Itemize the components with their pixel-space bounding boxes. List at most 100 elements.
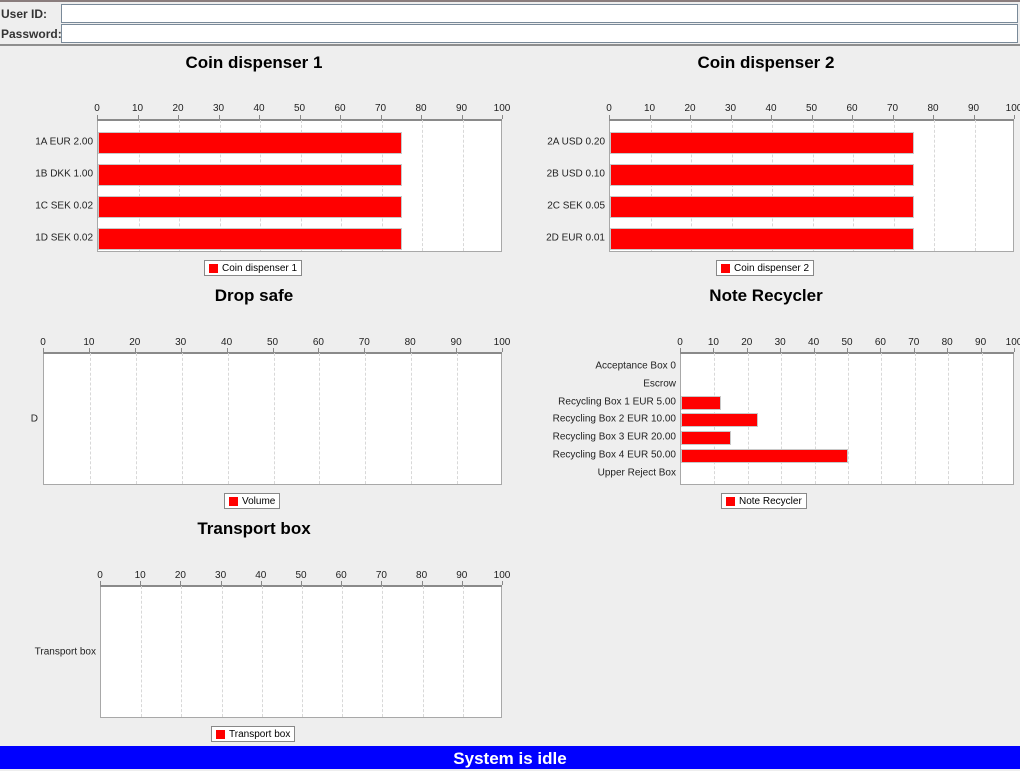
x-tick-mark xyxy=(933,115,934,119)
x-tick-label: 50 xyxy=(295,570,307,581)
plot-area xyxy=(97,119,502,252)
gridline xyxy=(881,353,883,484)
category-label: Upper Reject Box xyxy=(597,467,676,479)
chart-title: Coin dispenser 1 xyxy=(185,53,323,72)
bar xyxy=(98,164,402,186)
password-input[interactable] xyxy=(61,24,1018,43)
x-tick-mark xyxy=(364,348,366,352)
x-tick-label: 0 xyxy=(97,570,103,581)
chart-title: Drop safe xyxy=(214,286,294,305)
gridline xyxy=(365,353,367,484)
x-tick-label: 80 xyxy=(416,570,428,581)
x-tick-mark xyxy=(218,115,220,119)
x-tick-label: 90 xyxy=(455,103,468,114)
x-tick-label: 100 xyxy=(1005,103,1020,114)
x-tick-label: 40 xyxy=(221,337,233,348)
x-tick-label: 70 xyxy=(908,337,920,348)
x-axis-line xyxy=(100,585,502,587)
x-tick-mark xyxy=(852,115,853,119)
x-tick-mark xyxy=(892,115,894,119)
x-tick-label: 80 xyxy=(404,337,416,348)
gridline xyxy=(462,120,464,251)
gridline xyxy=(261,586,263,717)
gridline xyxy=(934,120,935,251)
x-tick-label: 50 xyxy=(841,337,853,348)
gridline xyxy=(411,353,413,484)
bar xyxy=(681,448,848,463)
bar xyxy=(610,164,914,186)
x-tick-label: 70 xyxy=(374,103,387,114)
x-tick-mark xyxy=(180,348,182,352)
x-tick-label: 20 xyxy=(684,103,696,114)
x-tick-mark xyxy=(847,348,848,352)
x-tick-label: 100 xyxy=(493,103,511,114)
gridline xyxy=(457,353,459,484)
legend: Note Recycler xyxy=(721,493,807,509)
x-tick-mark xyxy=(502,115,503,119)
gridline xyxy=(814,353,816,484)
x-tick-label: 60 xyxy=(874,337,886,348)
x-tick-label: 10 xyxy=(134,570,146,581)
x-tick-mark xyxy=(1014,115,1015,119)
x-tick-mark xyxy=(461,581,463,585)
x-tick-label: 50 xyxy=(293,103,306,114)
legend-swatch-icon xyxy=(229,496,238,506)
x-tick-mark xyxy=(421,581,423,585)
x-tick-mark xyxy=(318,348,320,352)
x-tick-mark xyxy=(746,348,748,352)
x-tick-mark xyxy=(301,581,302,585)
bar xyxy=(610,132,914,154)
gridline xyxy=(422,586,424,717)
gridline xyxy=(135,353,137,484)
x-tick-label: 60 xyxy=(312,337,324,348)
gridline xyxy=(422,120,423,251)
x-tick-label: 40 xyxy=(255,570,267,581)
x-tick-mark xyxy=(680,348,681,352)
gridline xyxy=(981,353,983,484)
gridline xyxy=(848,353,849,484)
category-label: 1D SEK 0.02 xyxy=(35,232,93,244)
x-tick-label: 70 xyxy=(886,103,899,114)
category-label: 1C SEK 0.02 xyxy=(35,200,93,212)
x-tick-label: 20 xyxy=(129,337,141,348)
user-id-input[interactable] xyxy=(61,4,1018,23)
x-tick-label: 0 xyxy=(677,337,683,348)
user-id-label: User ID: xyxy=(1,7,48,21)
x-tick-label: 10 xyxy=(707,337,719,348)
legend-label: Coin dispenser 2 xyxy=(734,262,810,274)
chart-title: Transport box xyxy=(197,519,311,538)
legend: Coin dispenser 1 xyxy=(204,260,303,276)
x-tick-mark xyxy=(380,115,382,119)
x-tick-mark xyxy=(880,348,882,352)
x-tick-mark xyxy=(97,115,98,119)
category-label: Acceptance Box 0 xyxy=(595,360,676,372)
x-tick-mark xyxy=(272,348,274,352)
legend-swatch-icon xyxy=(209,263,218,273)
bar xyxy=(681,413,758,428)
x-tick-mark xyxy=(771,115,772,119)
gridline xyxy=(141,586,143,717)
x-tick-label: 0 xyxy=(94,103,100,114)
legend: Coin dispenser 2 xyxy=(716,260,815,276)
category-label: 1A EUR 2.00 xyxy=(35,136,93,148)
x-tick-mark xyxy=(502,348,503,352)
category-label: Escrow xyxy=(643,378,676,390)
x-tick-label: 100 xyxy=(1005,337,1020,348)
x-tick-mark xyxy=(100,581,101,585)
x-tick-label: 80 xyxy=(415,103,427,114)
x-tick-label: 70 xyxy=(358,337,370,348)
bar xyxy=(98,228,402,250)
gridline xyxy=(342,586,344,717)
category-label: Recycling Box 1 EUR 5.00 xyxy=(558,396,676,407)
x-tick-label: 90 xyxy=(456,570,468,581)
x-tick-mark xyxy=(299,115,301,119)
legend: Transport box xyxy=(211,726,296,742)
legend-swatch-icon xyxy=(726,496,735,506)
x-tick-mark xyxy=(410,348,412,352)
x-tick-mark xyxy=(260,581,262,585)
plot-area xyxy=(100,585,502,718)
x-tick-mark xyxy=(980,348,982,352)
x-tick-mark xyxy=(1014,348,1015,352)
x-axis-line xyxy=(97,119,502,121)
x-tick-label: 100 xyxy=(493,337,511,348)
